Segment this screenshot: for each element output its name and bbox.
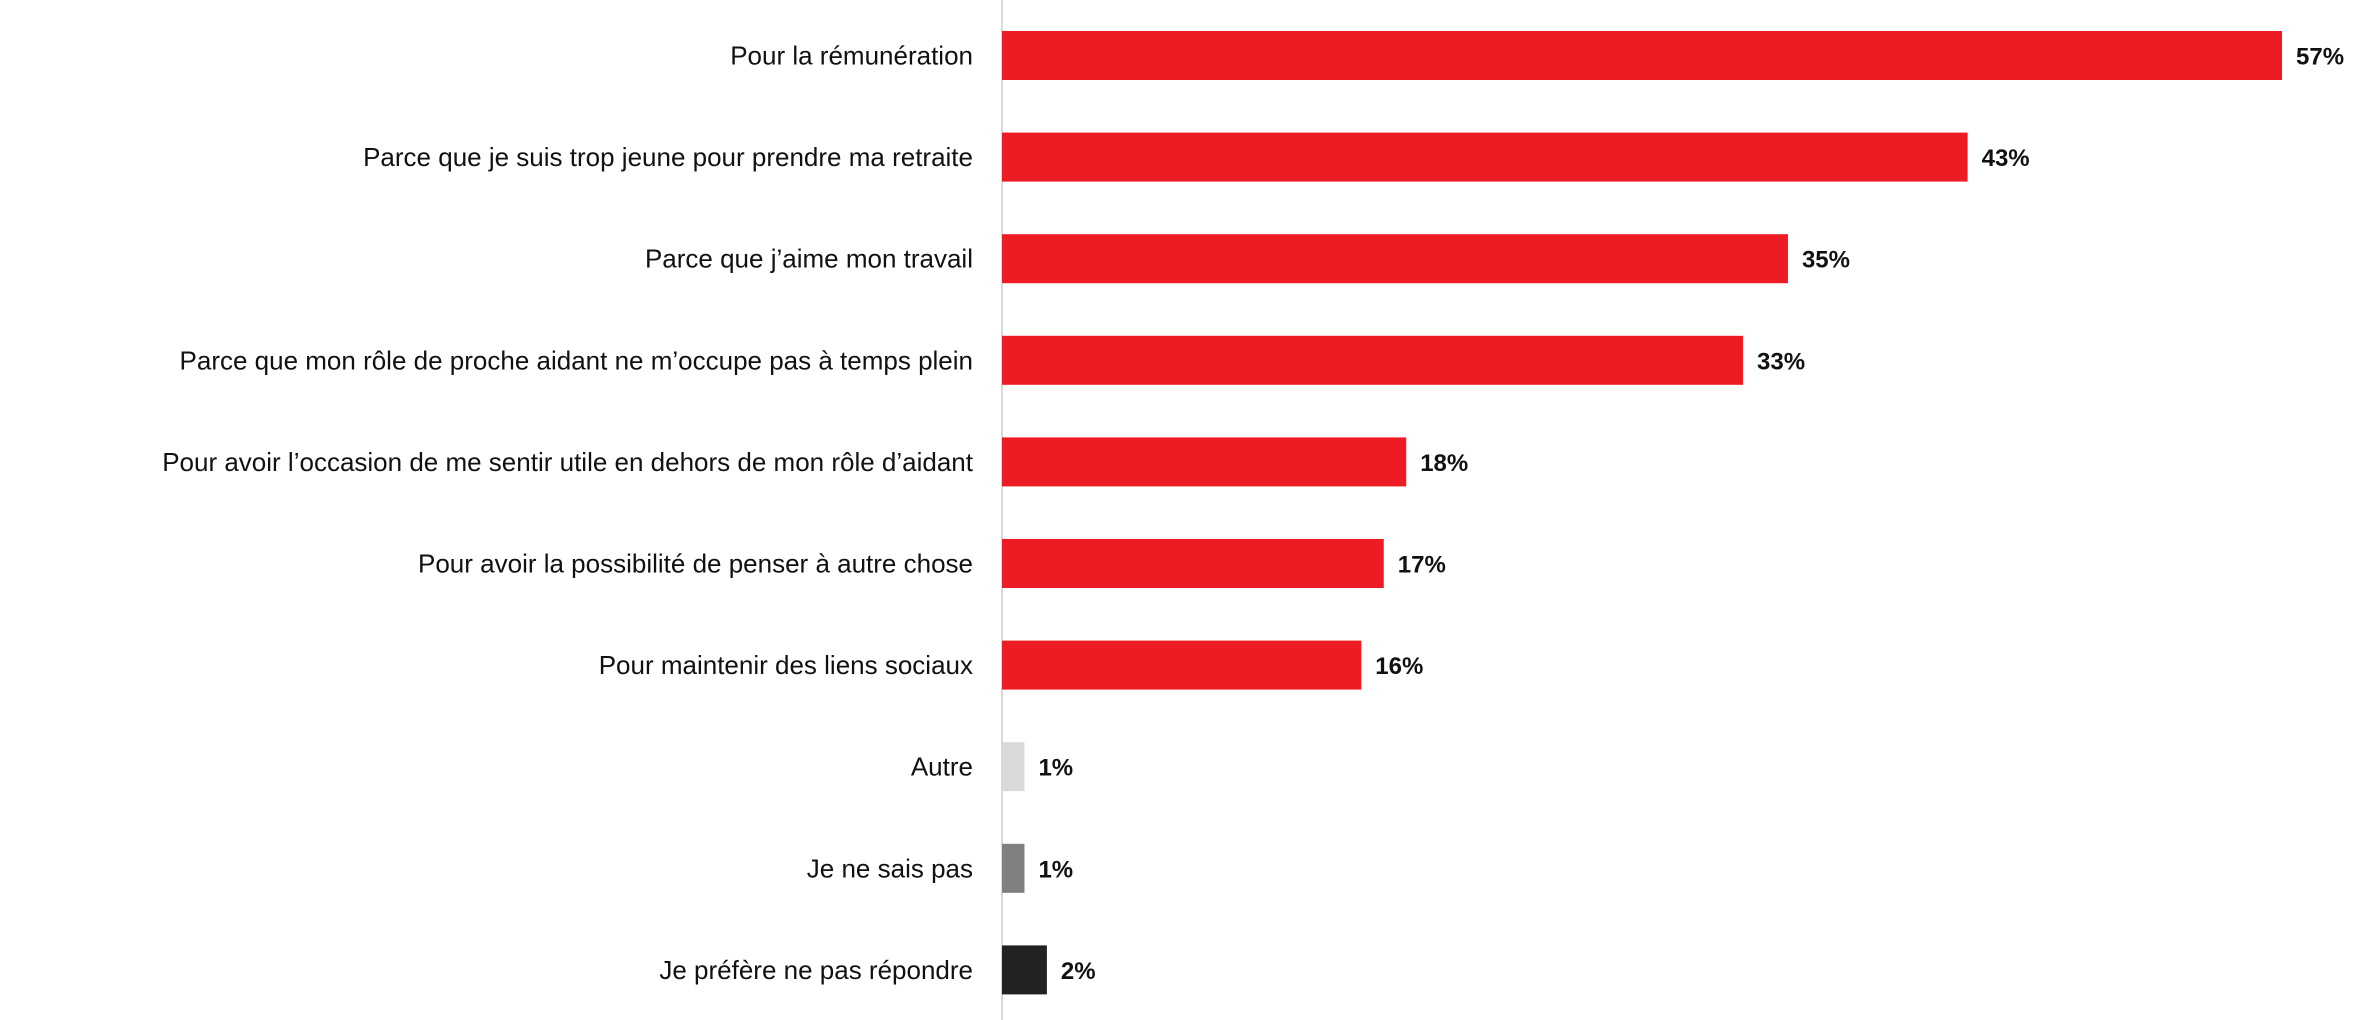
bar: [1002, 437, 1407, 487]
value-label: 2%: [1061, 958, 1096, 985]
category-label: Autre: [911, 752, 973, 782]
bar: [1002, 539, 1384, 588]
category-label: Pour avoir l’occasion de me sentir utile…: [162, 447, 974, 477]
value-label: 17%: [1398, 552, 1446, 579]
category-label: Pour avoir la possibilité de penser à au…: [418, 549, 973, 579]
bar: [1002, 132, 1968, 182]
category-label: Pour maintenir des liens sociaux: [599, 650, 973, 680]
bar: [1002, 945, 1047, 995]
category-label: Parce que mon rôle de proche aidant ne m…: [180, 345, 973, 375]
category-label: Parce que j’aime mon travail: [645, 244, 973, 274]
bar: [1002, 742, 1025, 792]
bar: [1002, 335, 1744, 385]
value-label: 43%: [1982, 145, 2030, 172]
bar: [1002, 31, 2282, 80]
value-label: 18%: [1420, 450, 1468, 477]
bar: [1002, 234, 1788, 284]
value-label: 35%: [1802, 247, 1850, 274]
category-label: Je préfère ne pas répondre: [659, 955, 973, 985]
category-label: Je ne sais pas: [807, 853, 973, 883]
value-label: 1%: [1038, 856, 1073, 883]
category-label: Parce que je suis trop jeune pour prendr…: [363, 142, 973, 172]
bar: [1002, 843, 1025, 893]
category-label: Pour la rémunération: [730, 41, 973, 71]
value-label: 16%: [1375, 653, 1423, 680]
value-label: 57%: [2296, 44, 2344, 71]
value-label: 33%: [1757, 348, 1805, 375]
bar: [1002, 640, 1362, 690]
value-label: 1%: [1038, 755, 1073, 782]
